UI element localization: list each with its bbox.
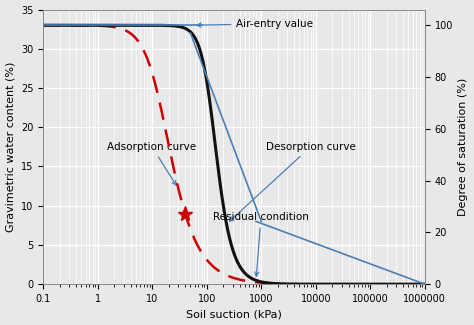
Text: Air-entry value: Air-entry value xyxy=(197,19,313,29)
X-axis label: Soil suction (kPa): Soil suction (kPa) xyxy=(186,309,282,319)
Text: Adsorption curve: Adsorption curve xyxy=(108,142,197,185)
Y-axis label: Degree of saturation (%): Degree of saturation (%) xyxy=(458,78,468,216)
Y-axis label: Gravimetric water content (%): Gravimetric water content (%) xyxy=(6,62,16,232)
Text: Desorption curve: Desorption curve xyxy=(229,142,356,221)
Text: Residual condition: Residual condition xyxy=(213,213,309,276)
